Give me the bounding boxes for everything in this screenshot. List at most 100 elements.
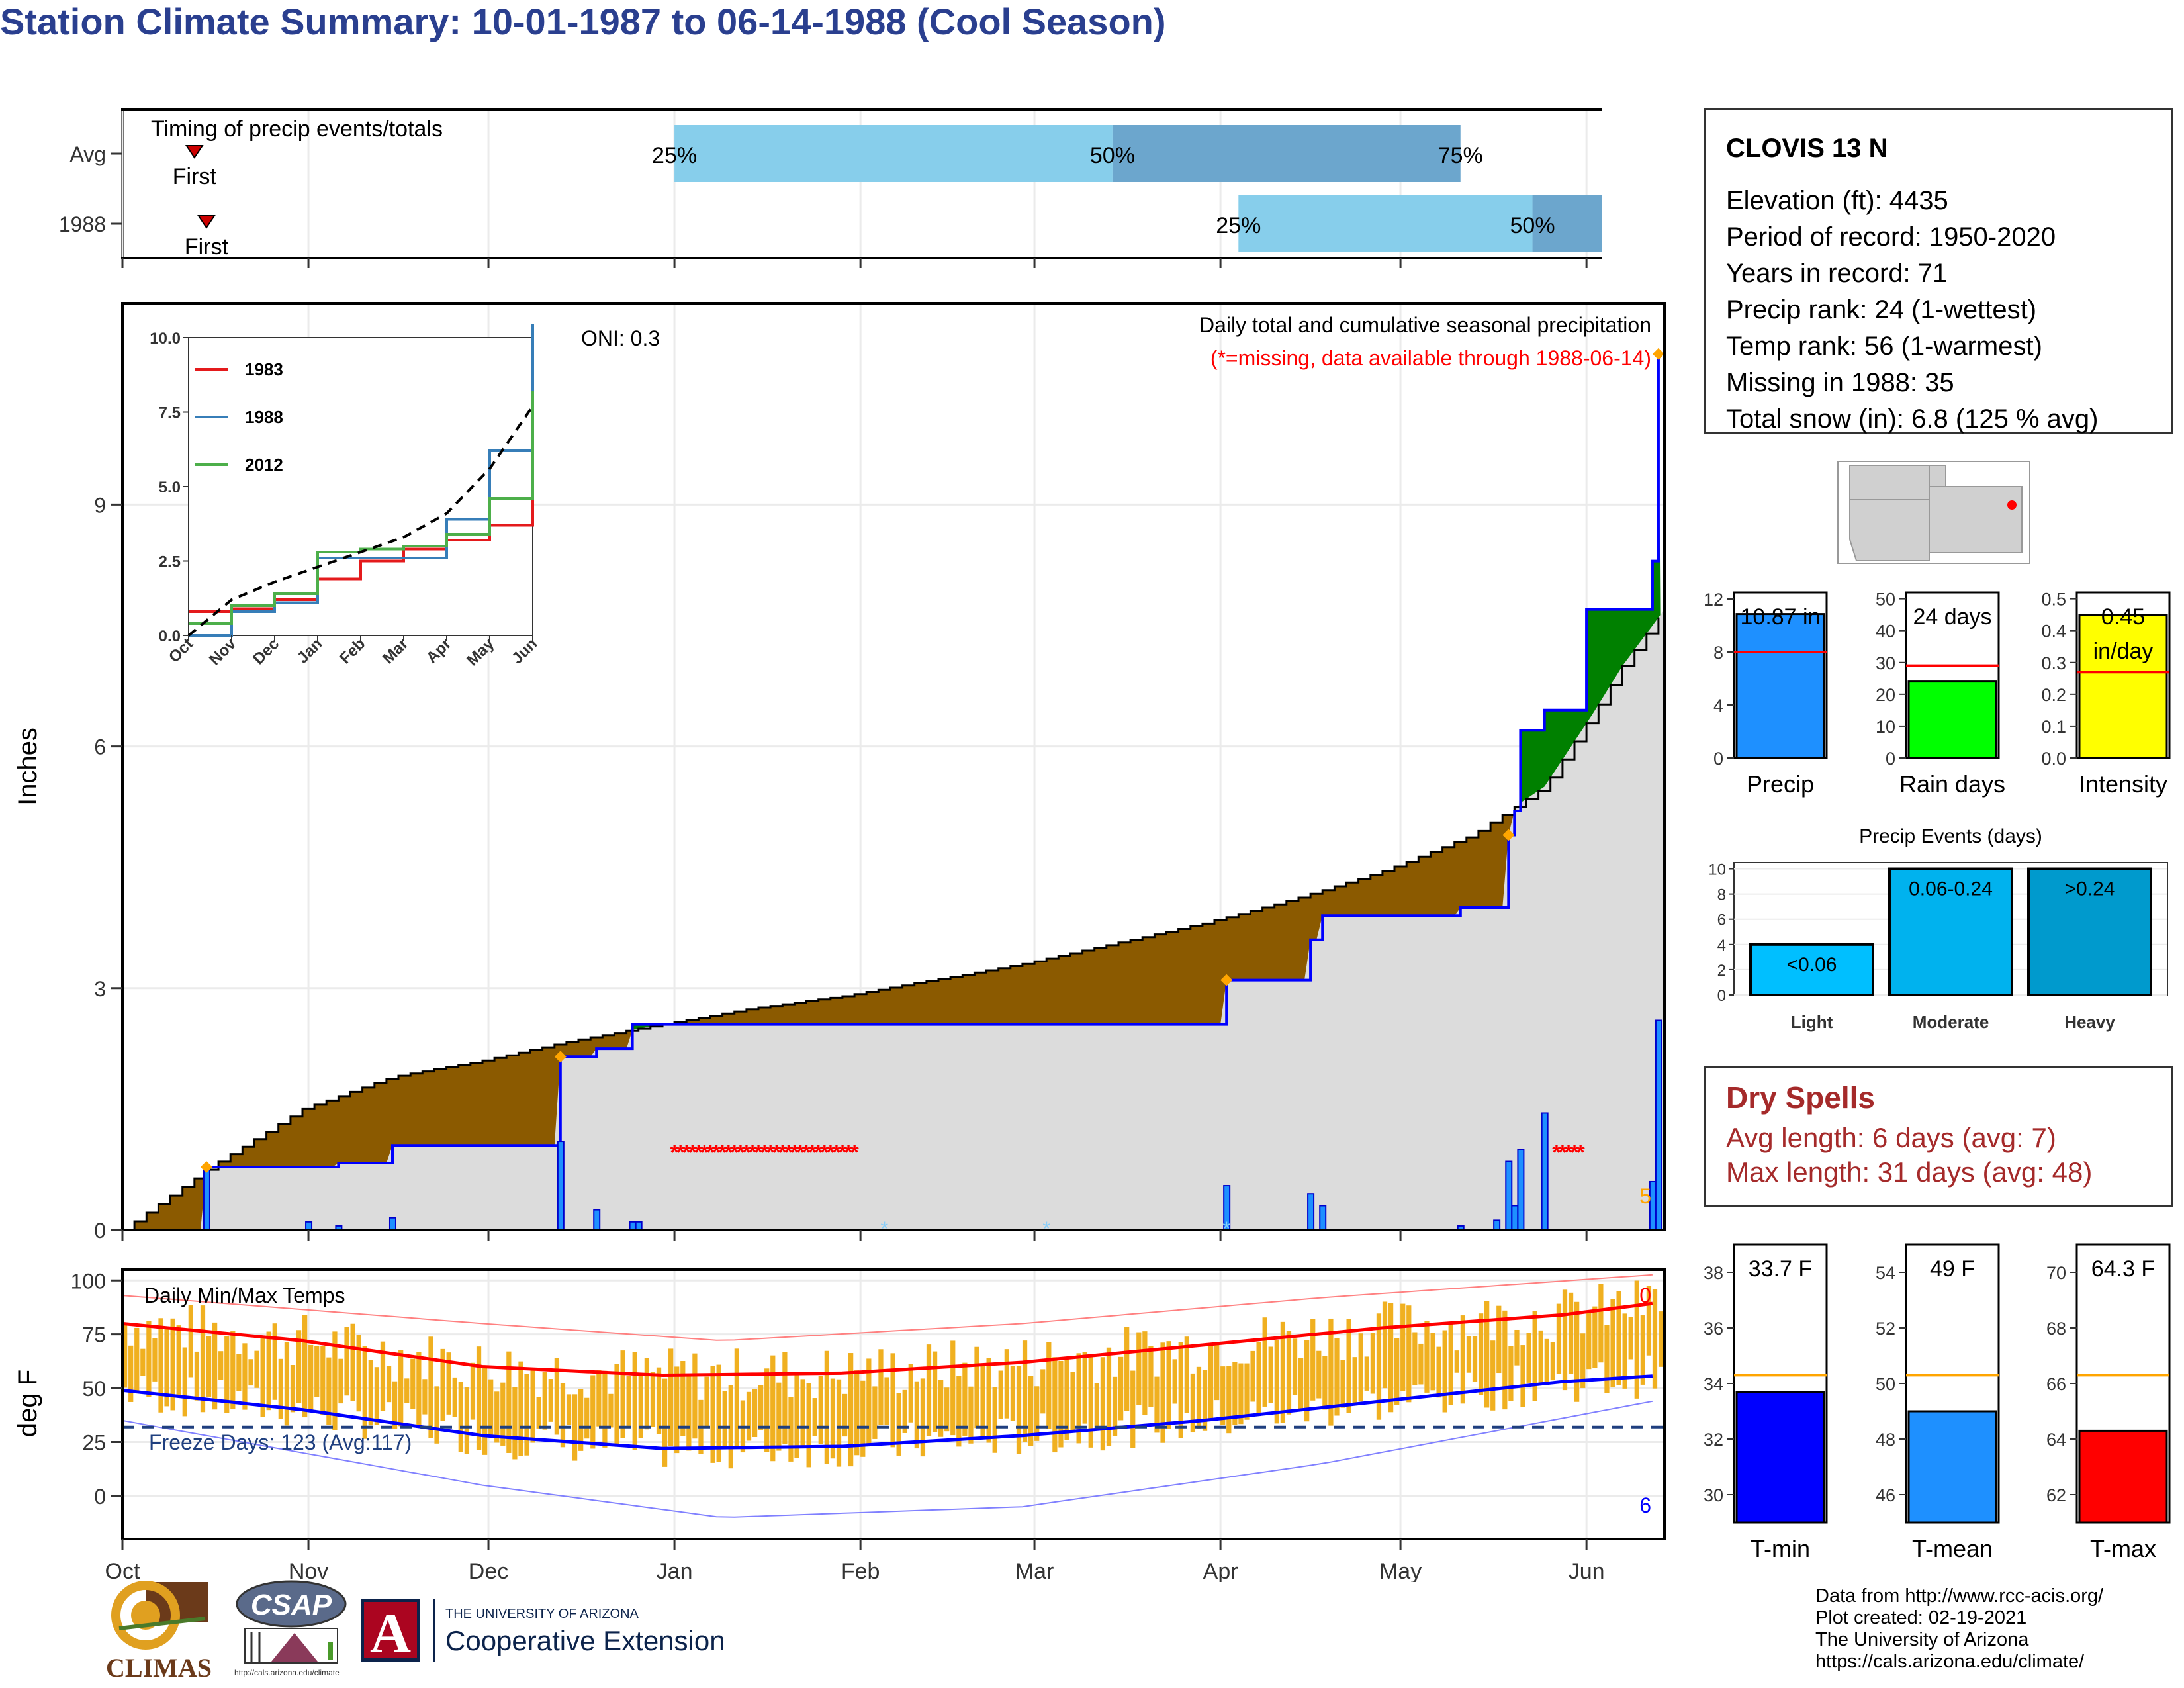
daily-temp-bar: [1004, 1349, 1009, 1419]
daily-temp-bar: [890, 1353, 895, 1448]
daily-temp-bar: [248, 1359, 253, 1386]
daily-temp-bar: [242, 1343, 248, 1410]
station-info-line: Total snow (in): 6.8 (125 % avg): [1726, 404, 2099, 434]
intensity-summary-unit: in/day: [2093, 639, 2154, 664]
summary-temp-bars: 30 32 34 36 38 33.7 F T-min 46 48 50 52 54 49 F T-mea…: [1704, 1243, 2171, 1562]
timing-row-label: 1988: [59, 212, 106, 236]
daily-temp-bar: [1232, 1362, 1238, 1425]
daily-temp-bar: [1052, 1357, 1058, 1453]
daily-temp-bar: [1046, 1342, 1052, 1429]
month-label: Apr: [1203, 1559, 1238, 1582]
inset-xtick-label: Jan: [294, 635, 326, 667]
daily-precip-bar: [1511, 1205, 1519, 1231]
daily-temp-bar: [1538, 1330, 1543, 1385]
daily-temp-bar: [506, 1351, 512, 1453]
daily-temp-bar: [176, 1325, 181, 1397]
daily-temp-bar: [1418, 1343, 1424, 1385]
daily-temp-bar: [1400, 1303, 1406, 1391]
daily-temp-bar: [680, 1361, 686, 1436]
daily-temp-bar: [1322, 1356, 1328, 1410]
daily-precip-bar: [1505, 1160, 1513, 1231]
precip-ytick-label: 9: [94, 493, 106, 517]
daily-temp-bar: [974, 1346, 979, 1429]
daily-temp-bar: [920, 1378, 926, 1457]
missing-day-marker: *: [808, 1140, 817, 1165]
daily-temp-bar: [1544, 1338, 1549, 1384]
inset-xtick-label: May: [463, 635, 498, 670]
daily-temp-bar: [1652, 1289, 1658, 1389]
daily-temp-bar: [794, 1374, 799, 1458]
tmax-summary-bar: [2078, 1429, 2168, 1524]
daily-temp-bar: [770, 1355, 776, 1462]
daily-temp-bar: [218, 1351, 224, 1380]
tmean-summary-ytick-label: 54: [1876, 1263, 1895, 1283]
intensity-summary-bar: [2078, 614, 2168, 759]
daily-temp-bar: [554, 1358, 560, 1435]
daily-temp-bar: [1550, 1342, 1555, 1381]
precip-summary-value: 10.87 in: [1741, 604, 1821, 630]
daily-temp-bar: [1460, 1315, 1466, 1404]
tmax-summary-label: T-max: [2090, 1535, 2156, 1562]
daily-temp-bar: [1646, 1286, 1652, 1356]
daily-temp-bar: [962, 1362, 968, 1436]
events-bar-label: 0.06-0.24: [1909, 878, 1993, 900]
footer-credits: Data from http://www.rcc-acis.org/Plot c…: [1815, 1585, 2103, 1673]
oni-label: ONI: 0.3: [581, 326, 660, 350]
ua-logo: A THE UNIVERSITY OF ARIZONA Cooperative …: [361, 1599, 758, 1671]
daily-precip-bar: [1319, 1205, 1327, 1231]
missing-day-marker: *: [730, 1140, 739, 1165]
missing-day-marker: *: [712, 1140, 721, 1165]
daily-temp-bar: [128, 1345, 134, 1402]
daily-temp-bar: [1070, 1372, 1075, 1431]
obs-cumulative-line: [122, 353, 1660, 1231]
daily-temp-bar: [164, 1327, 169, 1407]
daily-temp-bar: [812, 1398, 817, 1436]
missing-day-marker: *: [790, 1140, 799, 1165]
timing-bar-q2-q3: [1112, 125, 1461, 182]
daily-temp-bar: [1340, 1360, 1345, 1408]
daily-temp-bar: [908, 1364, 913, 1423]
daily-temp-bar: [608, 1393, 614, 1428]
daily-temp-bar: [722, 1391, 727, 1447]
missing-day-marker: *: [742, 1140, 751, 1165]
daily-temp-bar: [212, 1322, 218, 1410]
daily-temp-bar: [956, 1376, 962, 1447]
timing-pct-label: 50%: [1510, 213, 1555, 238]
station-info-line: Elevation (ft): 4435: [1726, 186, 1948, 215]
raindays-summary-bar: [1907, 680, 1997, 759]
tmax-summary-ytick-label: 64: [2046, 1430, 2066, 1450]
daily-temp-bar: [524, 1374, 529, 1456]
first-event-marker: [185, 145, 204, 159]
missing-day-marker: *: [826, 1140, 835, 1165]
daily-temp-bar: [368, 1360, 373, 1426]
missing-day-marker: *: [814, 1140, 823, 1165]
daily-temp-bar: [1430, 1333, 1435, 1391]
rank-marker: [1652, 348, 1664, 360]
daily-temp-bar: [206, 1336, 212, 1397]
missing-day-marker: *: [676, 1140, 686, 1165]
precip-corner-count: 5: [1639, 1184, 1651, 1208]
temp-ylabel: deg F: [13, 1370, 42, 1437]
month-label: Oct: [105, 1559, 140, 1582]
precip-title: Daily total and cumulative seasonal prec…: [1199, 313, 1651, 337]
timing-pct-label: 25%: [652, 143, 697, 168]
daily-temp-bar: [1640, 1315, 1645, 1385]
page-title: Station Climate Summary: 10-01-1987 to 0…: [0, 1, 1166, 42]
precip-base-area: [122, 609, 1664, 1230]
csap-logo: CSAP http://cals.arizona.edu/climate: [232, 1579, 351, 1685]
tmin-summary-ytick-label: 38: [1704, 1263, 1723, 1283]
tmin-summary-bar: [1735, 1391, 1825, 1524]
daily-temp-bar: [1598, 1284, 1604, 1363]
missing-day-marker: *: [748, 1140, 757, 1165]
daily-temp-bar: [236, 1354, 242, 1391]
daily-temp-bar: [1436, 1346, 1441, 1398]
daily-temp-bar: [1610, 1299, 1615, 1388]
daily-temp-bar: [1472, 1336, 1478, 1382]
daily-temp-bar: [1250, 1350, 1255, 1402]
daily-precip-bar: [593, 1209, 601, 1231]
daily-temp-bar: [626, 1376, 631, 1426]
daily-temp-bar: [122, 1324, 128, 1388]
daily-temp-bar: [1466, 1336, 1472, 1373]
daily-temp-bar: [440, 1348, 445, 1421]
daily-temp-bar: [1604, 1325, 1610, 1393]
